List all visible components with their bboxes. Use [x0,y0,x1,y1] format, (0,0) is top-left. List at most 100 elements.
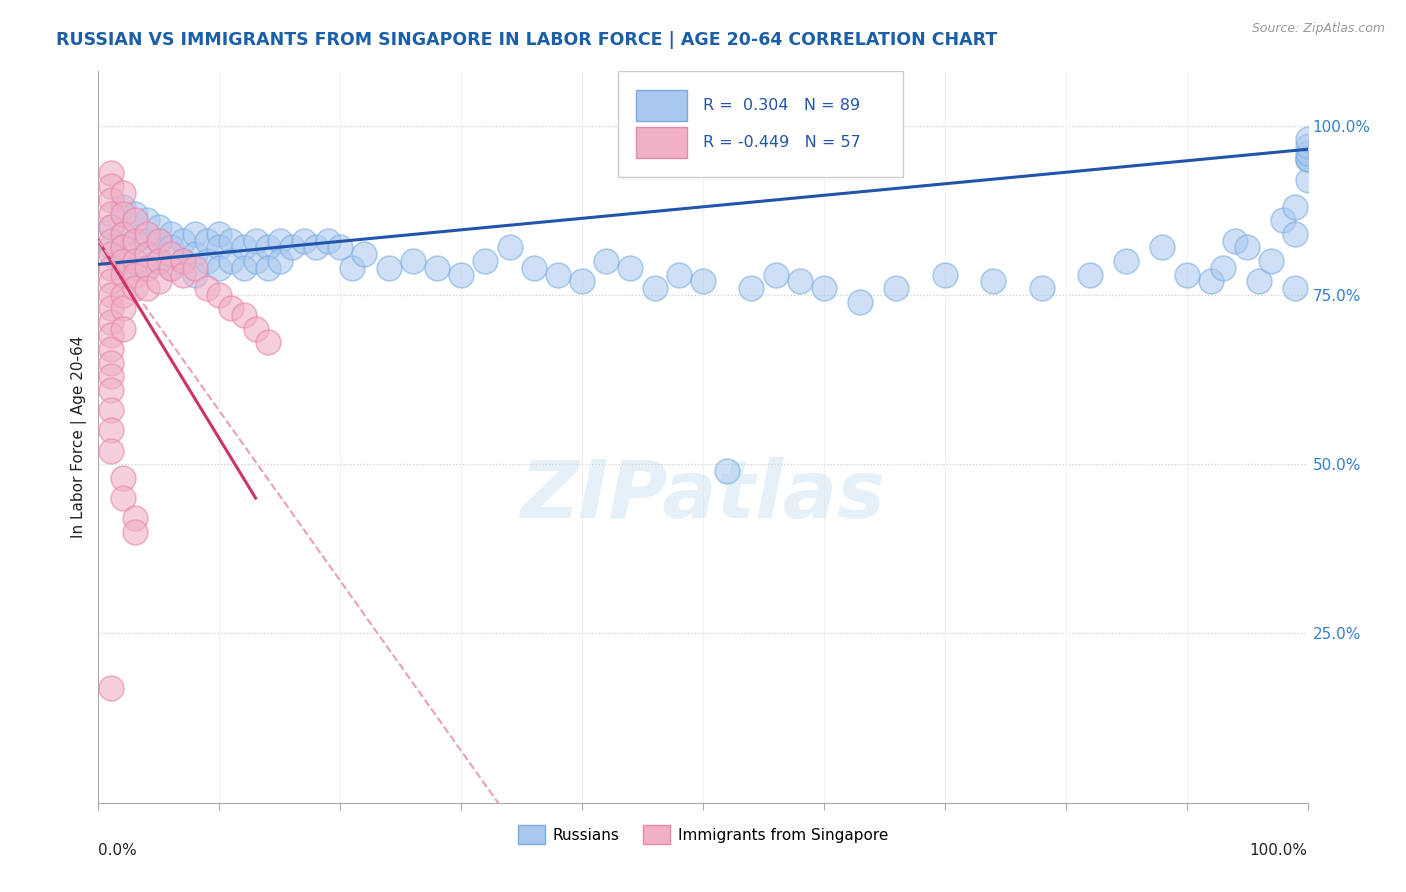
Point [172,254,194,268]
Point [1260,254,1282,268]
Point [135,260,157,275]
Point [1284,200,1306,214]
Point [172,268,194,282]
Point [100,220,122,235]
Point [232,260,254,275]
Point [849,294,872,309]
Point [1031,281,1053,295]
Point [765,268,787,282]
Point [172,234,194,248]
Point [1249,274,1271,288]
Point [135,260,157,275]
Point [184,247,207,261]
Point [426,260,449,275]
Point [111,227,134,241]
Point [256,260,278,275]
Point [245,322,267,336]
Text: ZIPatlas: ZIPatlas [520,457,886,534]
Point [100,315,122,329]
Point [740,281,762,295]
Point [474,254,496,268]
Point [100,234,122,248]
Point [100,206,122,220]
Point [269,254,291,268]
Point [1296,172,1319,186]
Point [813,281,835,295]
Point [124,234,146,248]
Point [100,240,122,254]
Point [221,234,243,248]
Point [184,268,207,282]
Point [100,369,122,384]
Point [135,281,157,295]
Point [1296,153,1319,167]
FancyBboxPatch shape [637,90,688,121]
Text: R =  0.304   N = 89: R = 0.304 N = 89 [703,98,860,113]
Point [292,234,315,248]
Point [595,254,617,268]
Point [100,288,122,302]
Point [148,234,170,248]
Point [256,240,278,254]
Point [402,254,425,268]
Point [160,227,183,241]
Point [100,301,122,316]
Point [245,234,267,248]
Point [571,274,593,288]
Point [111,322,134,336]
Point [316,234,339,248]
Point [1175,268,1198,282]
FancyBboxPatch shape [619,71,903,178]
Point [789,274,811,288]
Point [498,240,520,254]
Point [135,247,157,261]
Point [523,260,546,275]
Point [208,240,231,254]
Point [221,254,243,268]
Point [111,206,134,220]
Point [208,227,231,241]
FancyBboxPatch shape [637,127,688,158]
Point [377,260,399,275]
Point [1078,268,1101,282]
Point [1296,145,1319,160]
Point [160,260,183,275]
Point [100,383,122,397]
Point [1152,240,1174,254]
Point [100,328,122,343]
Point [342,260,364,275]
Point [195,254,218,268]
Point [100,193,122,207]
Point [100,220,122,235]
Point [100,274,122,288]
Point [547,268,569,282]
Point [100,166,122,180]
Point [1296,153,1319,167]
Point [184,227,207,241]
Point [148,274,170,288]
Point [221,301,243,316]
Point [100,423,122,437]
Point [184,260,207,275]
Point [111,240,134,254]
Text: 100.0%: 100.0% [1250,843,1308,858]
Point [160,247,183,261]
Point [934,268,956,282]
Point [269,234,291,248]
Point [111,491,134,505]
Text: 0.0%: 0.0% [98,843,138,858]
Point [124,268,146,282]
Point [111,288,134,302]
Point [232,240,254,254]
Point [135,213,157,227]
Point [1284,227,1306,241]
Point [100,403,122,417]
Point [245,254,267,268]
Point [124,511,146,525]
Point [208,288,231,302]
Point [124,281,146,295]
Point [1272,213,1295,227]
Point [716,464,738,478]
Point [281,240,304,254]
Point [160,260,183,275]
